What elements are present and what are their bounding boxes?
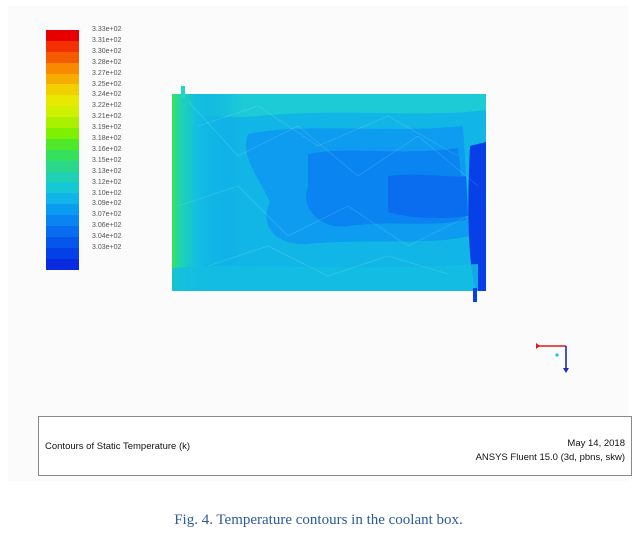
legend-swatch: [46, 171, 79, 183]
legend-tick-label: 3.13e+02: [92, 167, 122, 175]
legend-tick-label: 3.04e+02: [92, 233, 122, 241]
legend-tick-label: 3.22e+02: [92, 102, 122, 110]
legend-row: [46, 128, 166, 139]
legend-row: [46, 247, 166, 259]
legend-row: [46, 258, 166, 270]
legend-swatch: [46, 258, 79, 270]
legend-row: [46, 138, 166, 150]
legend-swatch: [46, 193, 79, 205]
legend-swatch: [46, 204, 79, 216]
legend-row: [46, 236, 166, 248]
legend-row: [46, 149, 166, 161]
legend-swatch: [46, 40, 79, 52]
legend-tick-label: 3.03e+02: [92, 244, 122, 251]
legend-row: [46, 30, 166, 41]
legend-tick-label: 3.09e+02: [92, 200, 122, 208]
legend-swatch: [46, 128, 79, 139]
legend-swatch: [46, 84, 79, 96]
legend-swatch: [46, 215, 79, 227]
legend-tick-label: 3.07e+02: [92, 211, 122, 219]
figure-caption: Fig. 4. Temperature contours in the cool…: [174, 512, 463, 528]
legend-tick-label: 3.10e+02: [92, 189, 122, 197]
legend-tick-label: 3.30e+02: [92, 47, 122, 55]
legend-row: [46, 160, 166, 172]
legend-swatch: [46, 226, 79, 237]
graphics-viewport[interactable]: 3.33e+02 3.31e+02 3.30e+02 3.28e+02 3.27e+02…: [8, 6, 632, 481]
legend-swatch: [46, 247, 79, 259]
legend-tick-label: 3.15e+02: [92, 156, 122, 164]
legend-swatch: [46, 95, 79, 107]
legend-row: [46, 62, 166, 74]
legend-swatch: [46, 182, 79, 194]
legend-row: [46, 84, 166, 96]
legend-row: [46, 73, 166, 85]
legend-tick-label: 3.06e+02: [92, 222, 122, 230]
legend-swatch: [46, 51, 79, 63]
legend-tick-label: 3.27e+02: [92, 69, 122, 77]
legend-swatch: [46, 73, 79, 85]
legend-row: [46, 226, 166, 237]
plot-date: May 14, 2018: [567, 438, 625, 449]
legend-tick-label: 3.24e+02: [92, 91, 122, 99]
legend-swatch: [46, 160, 79, 172]
legend-row: [46, 51, 166, 63]
legend-swatch: [46, 30, 79, 41]
plot-title: Contours of Static Temperature (k): [45, 441, 191, 452]
contour-plot: [172, 86, 569, 373]
legend-swatch: [46, 236, 79, 248]
legend-swatch: [46, 62, 79, 74]
legend-row: [46, 106, 166, 118]
legend-tick-label: 3.19e+02: [92, 124, 122, 132]
legend-swatch: [46, 138, 79, 150]
legend-tick-label: 3.18e+02: [92, 135, 122, 142]
legend-swatch: [46, 106, 79, 118]
legend-row: [46, 204, 166, 216]
legend-row: [46, 117, 166, 129]
legend-tick-label: 3.31e+02: [92, 36, 122, 44]
legend-row: [46, 40, 166, 52]
legend-row: [46, 95, 166, 107]
legend-tick-label: 3.16e+02: [92, 145, 122, 153]
legend-row: [46, 171, 166, 183]
legend-tick-label: 3.28e+02: [92, 58, 122, 66]
legend-row: [46, 182, 166, 194]
legend-row: [46, 215, 166, 227]
legend-tick-label: 3.21e+02: [92, 113, 122, 121]
solver-version: ANSYS Fluent 15.0 (3d, pbns, skw): [475, 452, 625, 463]
color-legend: 3.33e+02 3.31e+02 3.30e+02 3.28e+02 3.27e+02…: [46, 26, 166, 270]
info-box: Contours of Static Temperature (k) May 1…: [38, 416, 632, 476]
legend-tick-label: 3.25e+02: [92, 80, 122, 88]
axis-triad-icon: [536, 343, 569, 373]
legend-swatch: [46, 117, 79, 129]
legend-row: [46, 193, 166, 205]
legend-tick-label: 3.12e+02: [92, 178, 122, 186]
legend-tick-label: 3.33e+02: [92, 26, 122, 33]
legend-swatch: [46, 149, 79, 161]
coolant-box-domain: [172, 86, 486, 302]
